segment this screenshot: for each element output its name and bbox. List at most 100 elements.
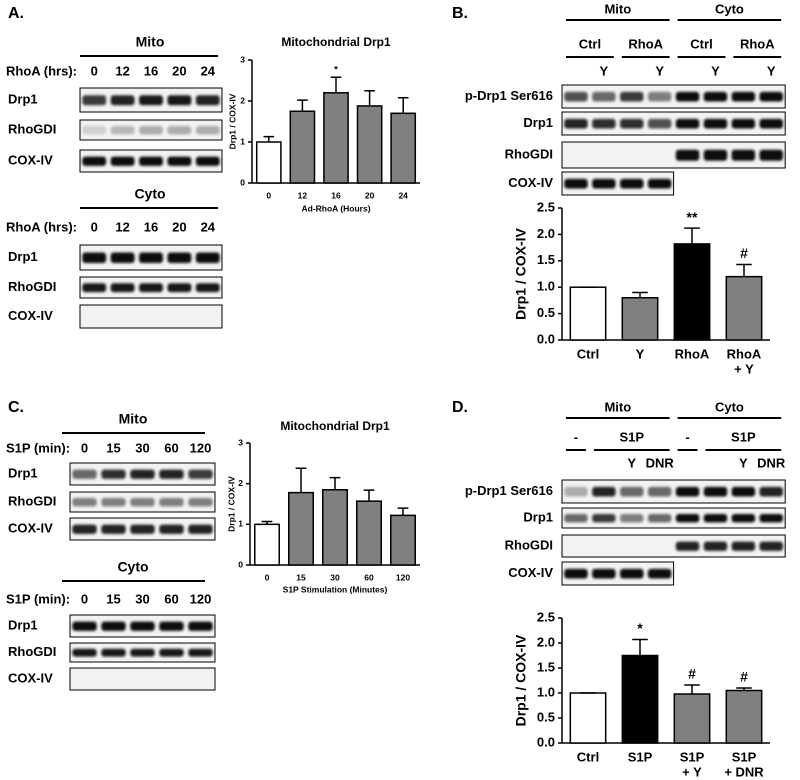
- y-tick-label: 0.0: [537, 734, 555, 749]
- lane-label: 12: [115, 219, 129, 234]
- blot: [561, 479, 786, 504]
- row-label: COX-IV: [508, 565, 553, 580]
- band: [195, 95, 220, 106]
- x-tick-label: 20: [365, 190, 375, 200]
- band: [101, 524, 126, 534]
- error-bar: [632, 638, 648, 656]
- band: [130, 498, 155, 507]
- row-label: Drp1: [8, 91, 38, 106]
- band: [592, 178, 616, 189]
- x-tick-label: + Y: [734, 361, 754, 376]
- error-bar: [736, 263, 752, 277]
- bar: [725, 275, 763, 341]
- lane-label: DNR: [757, 455, 786, 470]
- group-title: Mito: [604, 399, 631, 414]
- band: [130, 524, 155, 534]
- lane-label: Y: [711, 63, 720, 78]
- band: [759, 118, 783, 129]
- band: [675, 541, 700, 551]
- error-bar: [397, 507, 409, 516]
- significance-mark: **: [687, 209, 698, 225]
- band: [110, 283, 135, 293]
- band: [159, 498, 184, 507]
- band: [167, 252, 192, 263]
- lane-label: 20: [172, 219, 186, 234]
- chart-title: Mitochondrial Drp1: [280, 419, 390, 433]
- y-tick-label: 1.5: [537, 659, 555, 674]
- x-tick-label: Ctrl: [577, 346, 599, 361]
- fraction-title: Cyto: [134, 186, 165, 202]
- bar: [390, 514, 416, 566]
- band: [195, 126, 220, 135]
- band: [564, 178, 588, 189]
- row-label: Drp1: [523, 509, 553, 524]
- error-bar: [329, 476, 341, 490]
- blot: [561, 171, 675, 196]
- treatment-label: -: [574, 429, 578, 444]
- band: [647, 568, 672, 579]
- band: [139, 252, 163, 263]
- y-tick-label: 3: [240, 54, 245, 64]
- band: [101, 648, 126, 657]
- band: [647, 118, 672, 129]
- blot: [561, 111, 786, 136]
- band: [159, 469, 184, 479]
- blot: [69, 667, 216, 691]
- row-label: COX-IV: [8, 308, 53, 323]
- band: [620, 118, 644, 129]
- lane-label: 0: [91, 219, 98, 234]
- y-tick-label: 3: [238, 437, 243, 447]
- lane-label: 24: [201, 63, 216, 78]
- y-tick-label: 2.0: [537, 634, 555, 649]
- band: [167, 126, 192, 135]
- panel-letter: B.: [452, 5, 468, 22]
- x-tick-label: S1P: [680, 749, 705, 764]
- row-label: RhoGDI: [8, 121, 56, 136]
- row-label: Drp1: [8, 465, 38, 480]
- band: [759, 149, 783, 161]
- y-axis-label: Drp1 / COX-IV: [226, 476, 236, 532]
- bar: [254, 523, 280, 566]
- row-label: COX-IV: [8, 152, 53, 167]
- band: [72, 648, 97, 657]
- band: [139, 126, 163, 135]
- band: [564, 118, 588, 129]
- band: [759, 91, 783, 102]
- band: [759, 486, 783, 497]
- row-label: RhoGDI: [8, 279, 56, 294]
- band: [130, 648, 155, 657]
- lane-label: Y: [739, 455, 748, 470]
- x-tick-label: Y: [636, 346, 645, 361]
- row-label: RhoGDI: [8, 493, 56, 508]
- bar: [569, 286, 607, 341]
- panel-letter: A.: [8, 5, 24, 22]
- bar: [288, 491, 314, 566]
- band: [139, 283, 163, 293]
- y-tick-label: 2.0: [537, 226, 555, 241]
- chart-title: Mitochondrial Drp1: [281, 35, 391, 49]
- band: [101, 498, 126, 507]
- band: [195, 156, 220, 166]
- band: [101, 469, 126, 479]
- lane-label: 15: [106, 440, 120, 455]
- y-tick-label: 0.0: [537, 331, 555, 346]
- band: [101, 621, 126, 631]
- significance-mark: *: [334, 65, 338, 76]
- error-bar: [632, 291, 648, 298]
- x-tick-label: RhoA: [727, 346, 762, 361]
- band: [82, 252, 107, 263]
- band: [703, 486, 728, 497]
- band: [731, 118, 756, 129]
- fraction-title: Mito: [136, 34, 165, 50]
- blot: [561, 561, 675, 586]
- treatment-label: Ctrl: [579, 36, 601, 51]
- band: [110, 126, 135, 135]
- bar: [356, 500, 382, 566]
- band: [592, 514, 616, 523]
- band: [620, 91, 644, 102]
- band: [188, 621, 213, 631]
- blot: [79, 304, 223, 329]
- band: [82, 126, 107, 135]
- band: [647, 178, 672, 189]
